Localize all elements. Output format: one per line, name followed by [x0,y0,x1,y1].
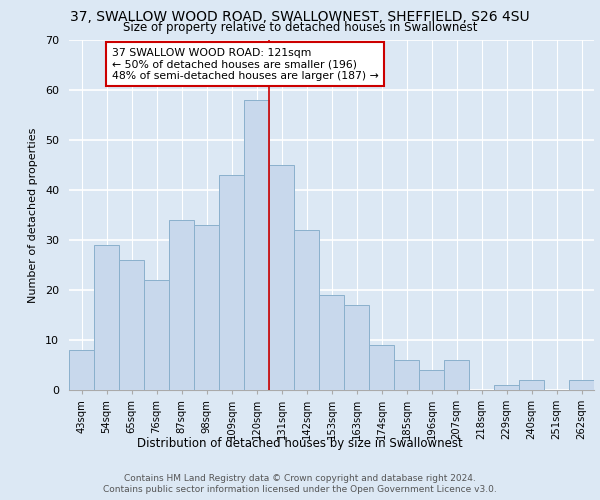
Bar [444,360,469,390]
Bar [244,100,269,390]
Bar [569,380,594,390]
Text: 37, SWALLOW WOOD ROAD, SWALLOWNEST, SHEFFIELD, S26 4SU: 37, SWALLOW WOOD ROAD, SWALLOWNEST, SHEF… [70,10,530,24]
Bar [194,225,219,390]
Bar [269,165,294,390]
Bar [369,345,394,390]
Bar [319,295,344,390]
Text: 37 SWALLOW WOOD ROAD: 121sqm
← 50% of detached houses are smaller (196)
48% of s: 37 SWALLOW WOOD ROAD: 121sqm ← 50% of de… [112,48,378,80]
Bar [169,220,194,390]
Bar [344,305,369,390]
Y-axis label: Number of detached properties: Number of detached properties [28,128,38,302]
Bar [419,370,444,390]
Text: Contains HM Land Registry data © Crown copyright and database right 2024.: Contains HM Land Registry data © Crown c… [124,474,476,483]
Text: Contains public sector information licensed under the Open Government Licence v3: Contains public sector information licen… [103,485,497,494]
Bar [94,245,119,390]
Text: Distribution of detached houses by size in Swallownest: Distribution of detached houses by size … [137,438,463,450]
Bar [294,230,319,390]
Bar [219,175,244,390]
Bar [144,280,169,390]
Bar [69,350,94,390]
Bar [494,385,519,390]
Bar [519,380,544,390]
Text: Size of property relative to detached houses in Swallownest: Size of property relative to detached ho… [123,21,477,34]
Bar [394,360,419,390]
Bar [119,260,144,390]
